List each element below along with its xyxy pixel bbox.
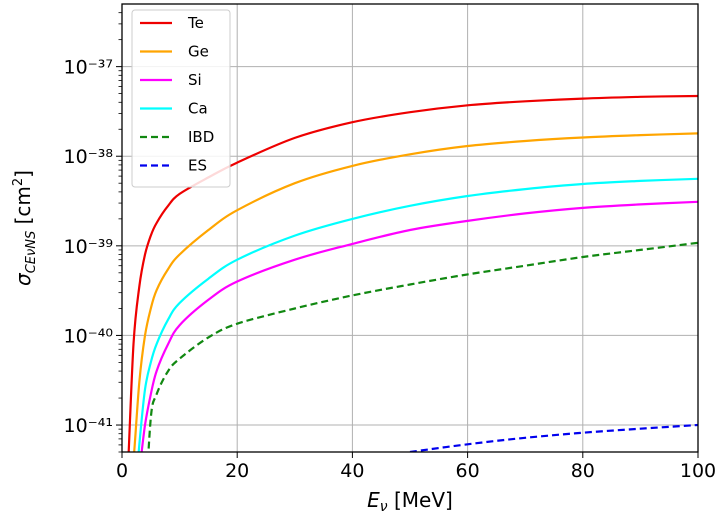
axis-ticks: 0 20 40 60 80 100 10⁻⁴¹ 10⁻⁴⁰ 10⁻³⁹ 10⁻³⁸ 10⁻³⁷ bbox=[64, 12, 716, 482]
legend-label-te: Te bbox=[187, 14, 204, 32]
x-axis-label: Eν [MeV] bbox=[367, 488, 453, 515]
legend-label-si: Si bbox=[188, 71, 202, 89]
x-tick-label: 40 bbox=[340, 460, 364, 482]
series-line-ge bbox=[133, 132, 698, 452]
legend-box bbox=[131, 9, 231, 188]
y-tick-label: 10⁻⁴⁰ bbox=[64, 325, 113, 347]
plot-frame bbox=[121, 3, 699, 453]
legend-label-ibd: IBD bbox=[188, 128, 214, 146]
series-line-es bbox=[409, 423, 698, 452]
legend: Te Ge Si Ca IBD ES bbox=[131, 9, 231, 188]
y-tick-label: 10⁻⁴¹ bbox=[64, 415, 113, 437]
x-tick-label: 100 bbox=[680, 460, 716, 482]
y-tick-label: 10⁻³⁹ bbox=[64, 236, 113, 258]
legend-label-es: ES bbox=[188, 157, 207, 175]
y-tick-label: 10⁻³⁷ bbox=[64, 57, 113, 79]
legend-label-ca: Ca bbox=[188, 100, 208, 118]
series-lines bbox=[127, 94, 698, 452]
series-line-si bbox=[140, 200, 698, 452]
x-tick-label: 60 bbox=[456, 460, 480, 482]
series-line-ibd bbox=[147, 241, 698, 452]
y-tick-label: 10⁻³⁸ bbox=[64, 146, 113, 168]
series-line-ca bbox=[137, 177, 698, 452]
x-tick-label: 0 bbox=[116, 460, 128, 482]
y-axis-label: σCEνNS [cm2] bbox=[11, 170, 39, 286]
legend-label-ge: Ge bbox=[188, 43, 209, 61]
x-tick-label: 20 bbox=[225, 460, 249, 482]
x-tick-label: 80 bbox=[571, 460, 595, 482]
